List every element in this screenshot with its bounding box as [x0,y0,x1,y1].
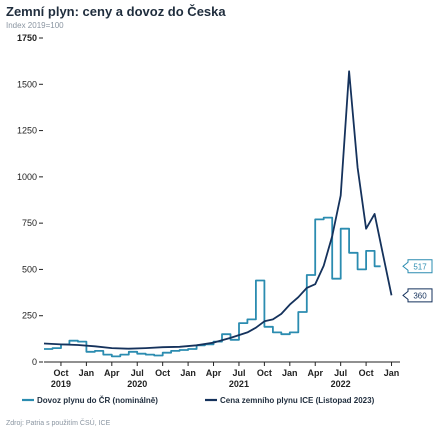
x-tick-label: Jul [232,368,245,378]
x-year-label: 2021 [229,379,249,389]
x-tick-label: Jan [180,368,196,378]
y-tick-label: 1000 [17,172,37,182]
x-year-label: 2020 [127,379,147,389]
x-tick-label: Jul [334,368,347,378]
x-tick-label: Jan [384,368,400,378]
x-tick-label: Oct [257,368,272,378]
series-import-line [44,216,381,358]
chart-source: Zdroj: Patria s použitím ČSÚ, ICE [6,420,111,427]
callout-label: 360 [413,291,427,300]
y-tick-label: 1500 [17,79,37,89]
callout-label: 517 [413,262,427,271]
y-tick-label: 1250 [17,126,37,136]
chart-title: Zemní plyn: ceny a dovoz do Česka [6,4,226,19]
callout-box [402,288,433,303]
series-price-line [43,70,393,350]
x-tick-label: Jan [79,368,95,378]
x-tick-label: Apr [307,368,323,378]
y-tick-label: 750 [22,218,37,228]
x-tick-label: Jan [282,368,298,378]
x-tick-label: Apr [206,368,222,378]
y-tick-label: 250 [22,311,37,321]
x-tick-label: Apr [104,368,120,378]
y-tick-label: 1750 [17,33,37,43]
x-tick-label: Oct [155,368,170,378]
y-tick-label: 0 [32,357,37,367]
legend-price-label: Cena zemního plynu ICE (Listopad 2023) [220,396,375,405]
x-year-label: 2022 [331,379,351,389]
y-tick-label: 500 [22,264,37,274]
x-tick-label: Jul [131,368,144,378]
callout-box [402,259,433,274]
legend-import-label: Dovoz plynu do ČR (nominálně) [37,396,158,405]
x-tick-label: Oct [359,368,374,378]
chart-subtitle: Index 2019=100 [6,21,64,30]
x-year-label: 2019 [51,379,71,389]
x-tick-label: Oct [53,368,68,378]
